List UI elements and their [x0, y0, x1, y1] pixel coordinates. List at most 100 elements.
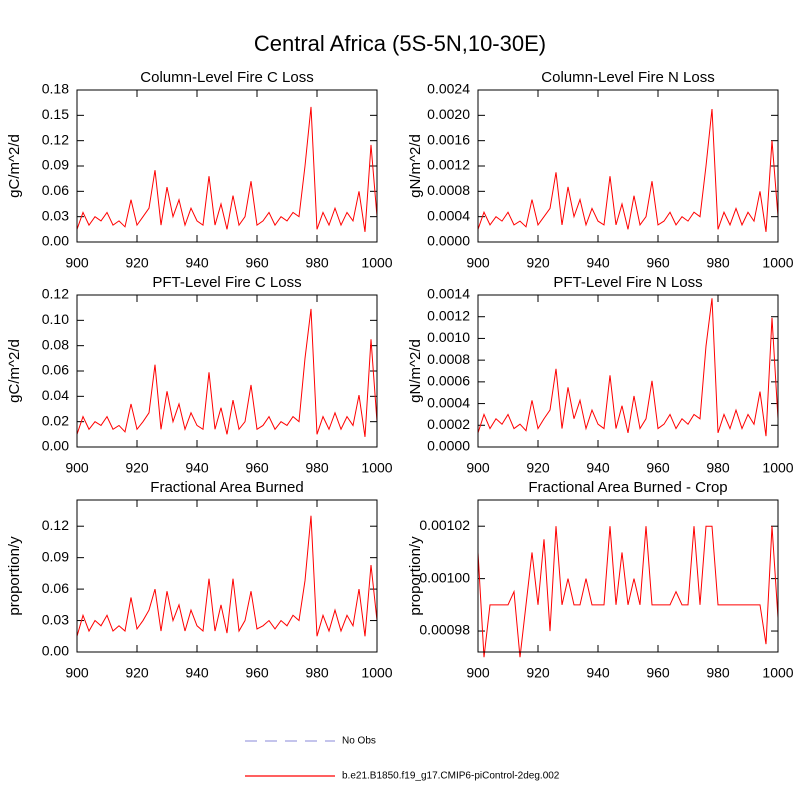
y-tick-label: 0.12 — [42, 517, 69, 533]
legend-label: No Obs — [342, 736, 376, 747]
x-tick-label: 940 — [185, 255, 209, 271]
panel-title: PFT-Level Fire C Loss — [152, 274, 301, 291]
data-line — [477, 108, 779, 232]
x-tick-label: 980 — [305, 665, 329, 681]
x-tick-label: 980 — [706, 665, 730, 681]
plot-frame — [76, 294, 378, 448]
x-tick-label: 1000 — [361, 665, 392, 681]
y-axis-label: gC/m^2/d — [6, 339, 23, 403]
x-tick-label: 960 — [245, 460, 269, 476]
x-tick-label: 1000 — [762, 460, 793, 476]
y-tick-label: 0.0016 — [427, 131, 470, 147]
x-tick-label: 1000 — [762, 255, 793, 271]
x-tick-label: 1000 — [762, 665, 793, 681]
y-tick-label: 0.0012 — [427, 307, 470, 323]
y-tick-label: 0.09 — [42, 157, 69, 173]
x-tick-label: 900 — [466, 460, 490, 476]
y-tick-label: 0.06 — [42, 362, 69, 378]
y-tick-label: 0.00 — [42, 438, 69, 454]
x-tick-label: 920 — [526, 460, 550, 476]
y-tick-label: 0.12 — [42, 131, 69, 147]
y-tick-label: 0.03 — [42, 611, 69, 627]
y-axis-label: proportion/y — [6, 536, 23, 616]
y-tick-label: 0.0004 — [427, 207, 470, 223]
y-axis-label: gC/m^2/d — [6, 134, 23, 198]
y-tick-label: 0.09 — [42, 548, 69, 564]
y-tick-label: 0.0014 — [427, 286, 470, 302]
y-tick-label: 0.0008 — [427, 351, 470, 367]
y-tick-label: 0.18 — [42, 81, 69, 97]
y-tick-label: 0.0008 — [427, 182, 470, 198]
data-line — [76, 308, 378, 437]
y-tick-label: 0.0002 — [427, 416, 470, 432]
y-tick-label: 0.15 — [42, 106, 69, 122]
y-tick-label: 0.03 — [42, 207, 69, 223]
y-tick-label: 0.00100 — [419, 569, 470, 585]
x-tick-label: 900 — [466, 255, 490, 271]
y-axis-label: proportion/y — [407, 536, 424, 616]
y-tick-label: 0.06 — [42, 182, 69, 198]
plot-frame — [477, 89, 779, 243]
legend-label: b.e21.B1850.f19_g17.CMIP6-piControl-2deg… — [342, 771, 560, 782]
panel-title: Fractional Area Burned - Crop — [528, 479, 727, 496]
y-tick-label: 0.04 — [42, 387, 69, 403]
y-tick-label: 0.02 — [42, 412, 69, 428]
y-tick-label: 0.12 — [42, 286, 69, 302]
panel-title: Column-Level Fire C Loss — [140, 69, 313, 86]
y-tick-label: 0.0004 — [427, 394, 470, 410]
x-tick-label: 1000 — [361, 460, 392, 476]
x-tick-label: 920 — [125, 255, 149, 271]
y-tick-label: 0.00098 — [419, 622, 470, 638]
x-tick-label: 920 — [526, 665, 550, 681]
panel-title: Fractional Area Burned — [150, 479, 303, 496]
y-axis-label: gN/m^2/d — [407, 339, 424, 403]
data-line — [76, 515, 378, 637]
x-tick-label: 1000 — [361, 255, 392, 271]
x-tick-label: 960 — [646, 460, 670, 476]
plot-frame — [76, 499, 378, 653]
y-tick-label: 0.08 — [42, 336, 69, 352]
y-tick-label: 0.0000 — [427, 438, 470, 454]
y-tick-label: 0.0000 — [427, 233, 470, 249]
x-tick-label: 960 — [646, 255, 670, 271]
y-tick-label: 0.0010 — [427, 329, 470, 345]
figure-title: Central Africa (5S-5N,10-30E) — [254, 31, 546, 56]
x-tick-label: 940 — [586, 665, 610, 681]
x-tick-label: 960 — [646, 665, 670, 681]
x-tick-label: 940 — [185, 665, 209, 681]
y-tick-label: 0.00102 — [419, 517, 470, 533]
x-tick-label: 900 — [466, 665, 490, 681]
y-tick-label: 0.00 — [42, 233, 69, 249]
y-tick-label: 0.0024 — [427, 81, 470, 97]
x-tick-label: 920 — [526, 255, 550, 271]
y-tick-label: 0.0020 — [427, 106, 470, 122]
x-tick-label: 960 — [245, 255, 269, 271]
x-tick-label: 940 — [586, 255, 610, 271]
x-tick-label: 980 — [305, 255, 329, 271]
x-tick-label: 980 — [706, 460, 730, 476]
x-tick-label: 920 — [125, 665, 149, 681]
x-tick-label: 900 — [65, 665, 89, 681]
x-tick-label: 980 — [706, 255, 730, 271]
plot-frame — [477, 294, 779, 448]
data-line — [477, 525, 779, 658]
x-tick-label: 980 — [305, 460, 329, 476]
plot-frame — [76, 89, 378, 243]
x-tick-label: 960 — [245, 665, 269, 681]
x-tick-label: 900 — [65, 460, 89, 476]
plot-frame — [477, 499, 779, 653]
y-tick-label: 0.06 — [42, 580, 69, 596]
x-tick-label: 900 — [65, 255, 89, 271]
panel-title: Column-Level Fire N Loss — [541, 69, 714, 86]
panel-title: PFT-Level Fire N Loss — [553, 274, 702, 291]
x-tick-label: 940 — [185, 460, 209, 476]
y-tick-label: 0.0012 — [427, 157, 470, 173]
x-tick-label: 920 — [125, 460, 149, 476]
x-tick-label: 940 — [586, 460, 610, 476]
y-axis-label: gN/m^2/d — [407, 134, 424, 198]
y-tick-label: 0.0006 — [427, 373, 470, 389]
y-tick-label: 0.10 — [42, 311, 69, 327]
y-tick-label: 0.00 — [42, 643, 69, 659]
data-line — [477, 298, 779, 437]
